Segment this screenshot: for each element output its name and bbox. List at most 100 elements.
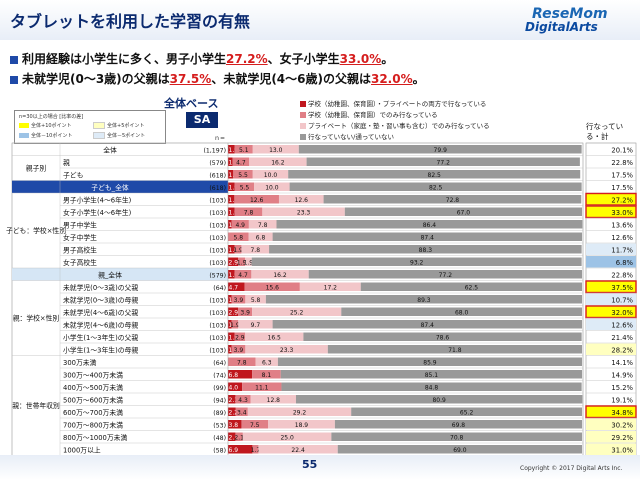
data-label: 1.9	[230, 322, 240, 329]
data-label: 71.8	[448, 347, 462, 354]
bar-segment	[308, 270, 582, 279]
row-label: 500万～600万未満	[63, 395, 123, 404]
bar-segment	[247, 407, 352, 416]
data-label: 23.3	[280, 347, 294, 354]
data-label: 88.3	[419, 247, 433, 254]
bar-segment	[228, 407, 236, 416]
row-label: 小学生(1～3年生)の母親	[63, 345, 138, 354]
bar-segment	[252, 145, 299, 154]
row-label: 300万～400万未満	[63, 370, 123, 379]
data-label: 62.5	[465, 285, 479, 292]
bar-segment	[255, 357, 278, 366]
row-label: 未就学児(0～3歳)の父親	[63, 283, 138, 292]
bar-segment	[244, 332, 304, 341]
square-bullet-icon	[10, 55, 18, 64]
bar-segment	[228, 257, 239, 266]
total-cell-highlight	[586, 343, 636, 355]
bar-segment	[228, 295, 232, 304]
bar-segment	[248, 220, 277, 229]
total-value: 17.5%	[611, 184, 633, 192]
data-label: 10.0	[264, 172, 278, 179]
data-label: 3.9	[240, 310, 250, 317]
difference-legend: n=30以上の場合 [比率の差] 全体+10ポイント 全体+5ポイント 全体－1…	[14, 110, 166, 144]
data-label: 1.9	[244, 260, 254, 267]
bar-segment	[244, 282, 300, 291]
bar-segment	[231, 320, 239, 329]
total-value: 31.0%	[611, 446, 633, 454]
row-n: (579)	[209, 160, 226, 167]
bar-segment	[228, 357, 256, 366]
series-legend-item: 学校（幼稚園、保育園）でのみ行なっている	[300, 109, 438, 119]
swatch	[93, 132, 105, 139]
row-label: 800万～1000万未満	[63, 433, 127, 442]
bar-segment	[228, 157, 233, 166]
data-label: 6.8	[229, 372, 239, 379]
bar-segment	[262, 207, 345, 216]
data-label: 8.1	[262, 372, 272, 379]
n-label: ｎ=	[214, 135, 226, 142]
total-value: 30.2%	[611, 421, 633, 429]
swatch	[300, 112, 306, 118]
bar-segment	[234, 332, 245, 341]
page-number: 55	[302, 458, 318, 471]
bar-segment	[248, 232, 273, 241]
total-cell-highlight	[586, 431, 636, 443]
data-label: 4.7	[229, 285, 239, 292]
data-label: 65.2	[460, 410, 474, 417]
row-n: (103)	[209, 197, 226, 204]
bar-segment	[252, 445, 259, 454]
bar-segment	[241, 420, 269, 429]
group-label: 子ども：学校×性別	[6, 226, 66, 235]
data-label: 87.4	[421, 322, 435, 329]
total-value: 13.6%	[611, 221, 633, 229]
row-n: (103)	[209, 222, 226, 229]
sa-badge: SA	[186, 112, 218, 128]
data-label: 4.0	[229, 385, 239, 392]
bar-segment	[272, 320, 582, 329]
data-label: 23.3	[297, 210, 311, 217]
data-label: 7.5	[250, 422, 260, 429]
data-label: 25.0	[280, 435, 294, 442]
bar-segment	[288, 170, 581, 179]
row-label: 300万未満	[63, 358, 97, 367]
data-label: 87.4	[421, 235, 435, 242]
data-label: 72.8	[446, 197, 460, 204]
swatch	[93, 122, 105, 129]
data-label: 5.5	[238, 172, 248, 179]
bar-segment	[323, 195, 582, 204]
data-label: 67.0	[457, 210, 471, 217]
row-label: 未就学児(4～6歳)の父親	[63, 308, 138, 317]
data-label: 89.3	[417, 297, 431, 304]
bar-segment	[272, 232, 582, 241]
row-n: (58)	[213, 447, 226, 454]
data-label: 1.9	[229, 185, 239, 192]
bar-segment	[228, 320, 232, 329]
bar-segment	[234, 207, 263, 216]
data-label: 79.9	[434, 147, 448, 154]
data-label: 5.1	[239, 147, 249, 154]
data-label: 2.2	[229, 410, 239, 417]
total-cell-highlight	[585, 305, 637, 319]
digitalarts-logo: DigitalArts	[525, 20, 598, 34]
total-value: 33.0%	[611, 209, 633, 217]
bar-segment	[244, 257, 252, 266]
row-n: (103)	[209, 297, 226, 304]
data-label: 4.3	[238, 397, 248, 404]
data-label: 86.4	[423, 222, 437, 229]
bar-segment	[265, 295, 582, 304]
row-label: 小学生(1～3年生)の父親	[63, 333, 138, 342]
data-label: 7.8	[250, 247, 260, 254]
data-label: 16.5	[268, 335, 282, 342]
row-label: 400万～500万未満	[63, 383, 123, 392]
group-label: 親：学校×性別	[13, 314, 60, 323]
row-n: (103)	[209, 260, 226, 267]
bar-segment	[228, 232, 249, 241]
total-cell-highlight	[585, 205, 637, 219]
total-column-header: 行なっている・計	[586, 122, 624, 141]
data-label: 12.6	[295, 197, 309, 204]
total-value: 34.8%	[611, 409, 633, 417]
total-cell-highlight	[586, 243, 636, 255]
bar-segment	[228, 145, 235, 154]
total-value: 28.2%	[611, 346, 633, 354]
total-value: 11.7%	[611, 246, 633, 254]
